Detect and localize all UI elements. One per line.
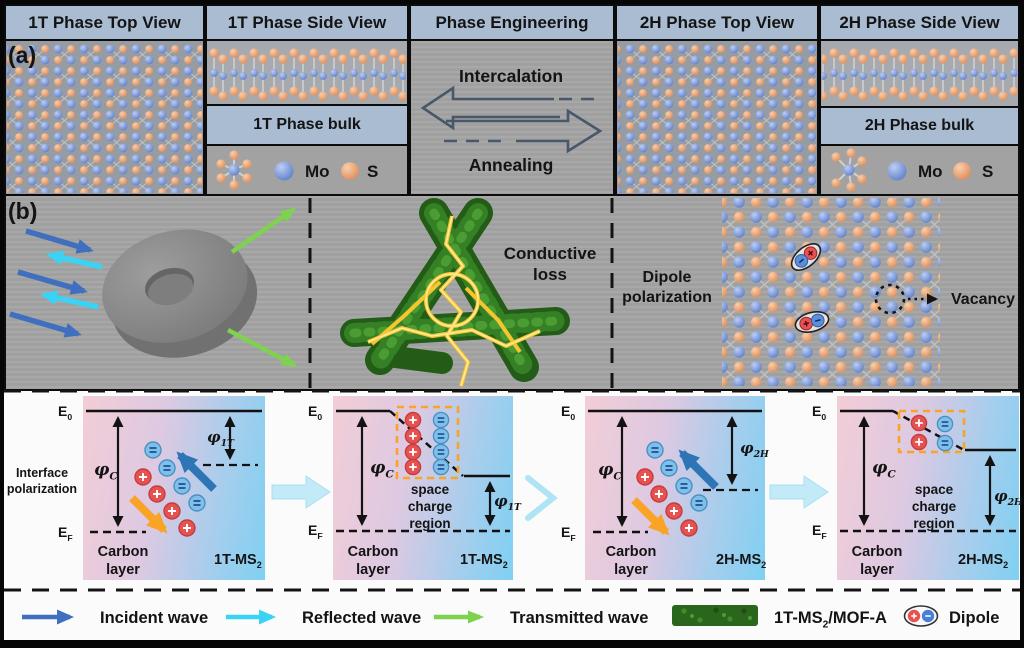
conductive-loss-label: Conductive loss (503, 244, 597, 285)
header-label: Phase Engineering (435, 12, 589, 32)
e0-label: E0 (308, 403, 323, 422)
ef-label: EF (58, 524, 73, 543)
incident-wave-label: Incident wave (100, 609, 209, 627)
panel-b-dividers (308, 198, 614, 388)
vacancy-label: Vacancy (951, 291, 1016, 308)
header-2h-side-view: 2H Phase Side View (819, 4, 1020, 41)
conductive-loss-lightning (367, 215, 541, 387)
panel-a-label: (a) (8, 42, 37, 68)
e0-label: E0 (812, 403, 827, 422)
phi-1t-label: φ1T (494, 492, 521, 513)
ef-label: EF (308, 522, 323, 541)
mo-sphere-icon (274, 161, 294, 181)
annealing-label: Annealing (468, 155, 554, 175)
phi-2h-label: φ2H (994, 487, 1023, 508)
octahedron-icon (216, 150, 252, 190)
phi-c-label: φC (370, 458, 394, 481)
phi-2h-label: φ2H (740, 439, 769, 460)
header-phase-engineering: Phase Engineering (409, 4, 615, 41)
band-diagram-3-graphics (588, 409, 762, 537)
vacancy-marker (874, 283, 938, 315)
annealing-arrow (446, 108, 603, 154)
s-sphere-icon (953, 162, 971, 180)
reflected-wave-label: Reflected wave (302, 609, 422, 627)
s-legend-label: S (982, 162, 994, 181)
transition-arrow (271, 475, 331, 509)
carbon-layer-label: Carbon layer (347, 544, 399, 579)
material-label: 1T-MS2 (460, 552, 508, 570)
band-diagram-2-graphics (336, 405, 510, 533)
space-charge-label: space charge region (911, 482, 957, 531)
dipole-legend-icon (903, 605, 939, 627)
torus-absorber (102, 229, 258, 358)
phase-transition-arrows (420, 85, 603, 154)
header-label: 2H Phase Side View (839, 12, 1000, 32)
mo-legend-label: Mo (918, 162, 943, 181)
mo-legend-label: Mo (305, 162, 330, 181)
header-1t-top-view: 1T Phase Top View (4, 4, 205, 41)
material-label: 1T-MS2 (214, 552, 262, 570)
e0-label: E0 (58, 403, 73, 422)
phi-c-label: φC (872, 458, 896, 481)
intercalation-label: Intercalation (458, 66, 564, 86)
lattice-2h-side-view (822, 42, 1017, 105)
carbon-layer-label: Carbon layer (605, 544, 657, 579)
material-label: 2H-MS2 (716, 552, 767, 570)
ef-label: EF (812, 522, 827, 541)
trigonal-prism-icon (831, 148, 867, 192)
material-label: 2H-MS2 (958, 552, 1009, 570)
dipole-marker (794, 311, 830, 333)
space-charge-box (897, 409, 966, 454)
s-legend-label: S (367, 162, 379, 181)
dipole-polarization-label: Dipole polarization (622, 269, 712, 306)
transmitted-wave-label: Transmitted wave (510, 609, 649, 627)
bulk-band-2h: 2H Phase bulk (819, 106, 1020, 146)
header-label: 2H Phase Top View (639, 12, 795, 32)
reflected-wave-arrows (40, 250, 103, 310)
transition-chevron (525, 475, 558, 521)
lattice-2h-top-view (618, 42, 816, 193)
panel-b-label: (b) (8, 198, 38, 224)
phi-c-label: φC (94, 460, 118, 483)
s-sphere-icon (341, 162, 359, 180)
intercalation-arrow (420, 85, 560, 131)
dipole-legend-label: Dipole (949, 609, 1000, 627)
carbon-layer-label: Carbon layer (97, 544, 149, 579)
mof-swatch (672, 605, 758, 626)
header-label: 1T Phase Top View (28, 12, 181, 32)
phi-1t-label: φ1T (207, 428, 234, 449)
lattice-1t-top-view (7, 42, 202, 193)
band-diagram-1-graphics (86, 409, 262, 537)
mof-legend-label: 1T-MS2/MOF-A (774, 609, 887, 631)
space-charge-label: space charge region (407, 482, 453, 531)
mo-sphere-icon (887, 161, 907, 181)
bottom-legend-row (4, 590, 1020, 640)
e0-label: E0 (561, 403, 576, 422)
bulk-2h-label: 2H Phase bulk (864, 117, 975, 134)
transmitted-wave-arrows (226, 207, 298, 367)
ef-label: EF (561, 524, 576, 543)
phi-c-label: φC (598, 460, 622, 483)
carbon-layer-label: Carbon layer (851, 544, 903, 579)
space-charge-box (395, 405, 460, 480)
bulk-1t-label: 1T Phase bulk (253, 116, 361, 133)
interface-polarization-label: Interface polarization (6, 466, 78, 496)
incident-wave-arrows (9, 228, 94, 338)
section-dashed-borders (4, 389, 1020, 592)
header-label: 1T Phase Side View (227, 12, 387, 32)
lattice-dipole-panel (722, 198, 940, 386)
band-diagram-4-graphics (840, 409, 1016, 533)
lattice-1t-side-view (208, 42, 406, 103)
transition-arrow (769, 475, 829, 509)
dipole-marker (790, 243, 822, 271)
